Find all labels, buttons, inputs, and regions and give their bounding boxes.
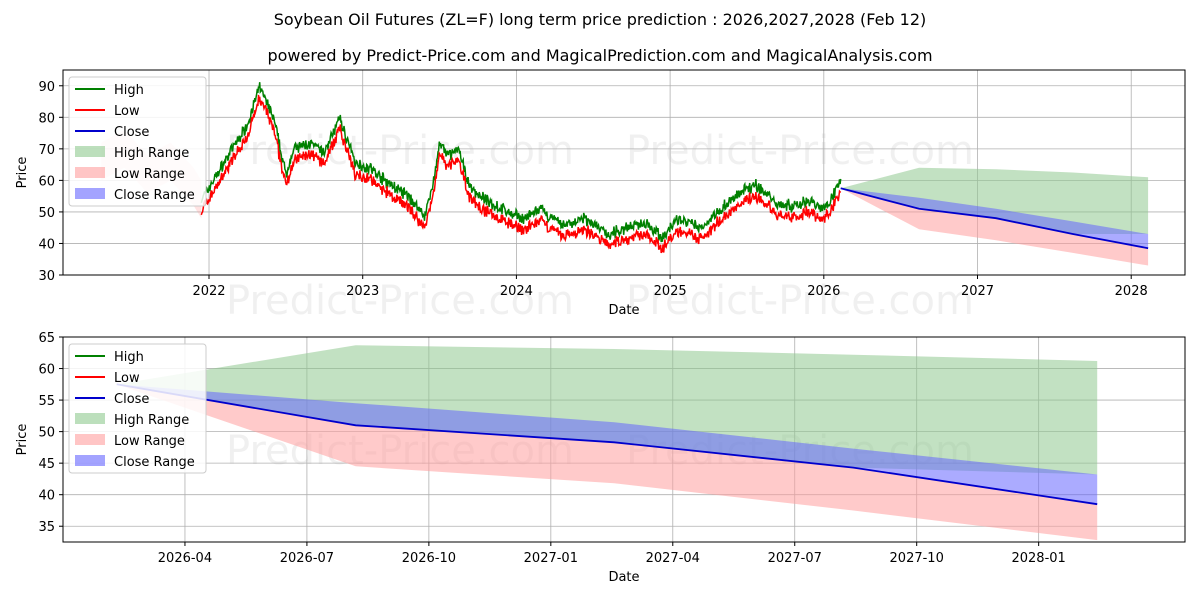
legend-label: Close Range bbox=[114, 455, 195, 470]
legend-label: High bbox=[114, 350, 144, 365]
y-tick-label: 70 bbox=[38, 143, 55, 158]
x-tick-label: 2028-01 bbox=[1011, 551, 1065, 566]
x-tick-label: 2024 bbox=[500, 284, 533, 299]
y-tick-label: 40 bbox=[38, 237, 55, 252]
x-axis-label: Date bbox=[608, 303, 639, 318]
high-line bbox=[200, 82, 842, 243]
forecast-plot: Predict-Price.comPredict-Price.com2026-0… bbox=[15, 331, 1186, 585]
legend-label: High Range bbox=[114, 146, 189, 161]
legend-swatch bbox=[75, 188, 105, 199]
x-tick-label: 2026-10 bbox=[402, 551, 456, 566]
legend-swatch bbox=[75, 413, 105, 424]
y-tick-label: 30 bbox=[38, 269, 55, 284]
y-tick-label: 45 bbox=[38, 457, 55, 472]
x-tick-label: 2027-10 bbox=[890, 551, 944, 566]
x-tick-label: 2022 bbox=[192, 284, 225, 299]
history-plot: Predict-Price.com Predict-Price.com Predic… bbox=[15, 69, 1186, 324]
legend: High Low Close High Range Low Range Close Ran… bbox=[68, 76, 207, 207]
chart-subtitle: powered by Predict-Price.com and Magical… bbox=[267, 46, 933, 65]
legend-label: Low bbox=[114, 104, 140, 119]
y-tick-label: 90 bbox=[38, 80, 55, 95]
x-tick-label: 2027-04 bbox=[646, 551, 700, 566]
low-line bbox=[200, 94, 842, 254]
plot-frame bbox=[62, 336, 1186, 543]
watermark-text: Predict-Price.com bbox=[226, 278, 574, 324]
y-tick-label: 50 bbox=[38, 426, 55, 441]
x-axis-label: Date bbox=[608, 570, 639, 585]
legend-swatch bbox=[75, 146, 105, 157]
low-range-band bbox=[116, 384, 1098, 541]
y-tick-label: 35 bbox=[38, 520, 55, 535]
watermark-text: Predict-Price.com bbox=[626, 128, 974, 174]
plot-frame bbox=[62, 69, 1186, 276]
y-tick-label: 60 bbox=[38, 363, 55, 378]
high-range-band bbox=[116, 345, 1098, 475]
close-line bbox=[116, 383, 1098, 506]
legend-swatch bbox=[75, 455, 105, 466]
legend-swatch bbox=[75, 434, 105, 445]
close-line bbox=[840, 187, 1149, 250]
legend-label: Low Range bbox=[114, 167, 185, 182]
y-axis-label: Price bbox=[15, 424, 30, 456]
x-tick-label: 2027-01 bbox=[524, 551, 578, 566]
legend-label: Close Range bbox=[114, 188, 195, 203]
chart-title: Soybean Oil Futures (ZL=F) long term pri… bbox=[273, 10, 927, 29]
y-tick-label: 65 bbox=[38, 331, 55, 346]
legend-label: High Range bbox=[114, 413, 189, 428]
y-tick-label: 50 bbox=[38, 206, 55, 221]
watermark-text: Predict-Price.com bbox=[626, 278, 974, 324]
x-tick-label: 2023 bbox=[346, 284, 379, 299]
x-tick-label: 2025 bbox=[654, 284, 687, 299]
y-tick-label: 80 bbox=[38, 111, 55, 126]
y-axis-label: Price bbox=[15, 157, 30, 189]
x-tick-label: 2026-07 bbox=[280, 551, 334, 566]
legend-label: High bbox=[114, 83, 144, 98]
x-tick-label: 2027 bbox=[961, 284, 994, 299]
series-group bbox=[116, 345, 1098, 541]
low-range-band bbox=[840, 188, 1149, 266]
legend-label: Low bbox=[114, 371, 140, 386]
close-range-band bbox=[116, 384, 1098, 505]
legend-label: Low Range bbox=[114, 434, 185, 449]
legend: High Low Close High Range Low Range Close Ran… bbox=[68, 343, 207, 474]
x-tick-label: 2026-04 bbox=[158, 551, 212, 566]
legend-label: Close bbox=[114, 125, 149, 140]
x-tick-label: 2028 bbox=[1115, 284, 1148, 299]
high-range-band bbox=[840, 167, 1149, 234]
y-tick-label: 60 bbox=[38, 174, 55, 189]
legend-label: Close bbox=[114, 392, 149, 407]
legend-swatch bbox=[75, 167, 105, 178]
x-tick-label: 2026 bbox=[807, 284, 840, 299]
x-tick-label: 2027-07 bbox=[768, 551, 822, 566]
y-tick-label: 55 bbox=[38, 394, 55, 409]
y-tick-label: 40 bbox=[38, 489, 55, 504]
